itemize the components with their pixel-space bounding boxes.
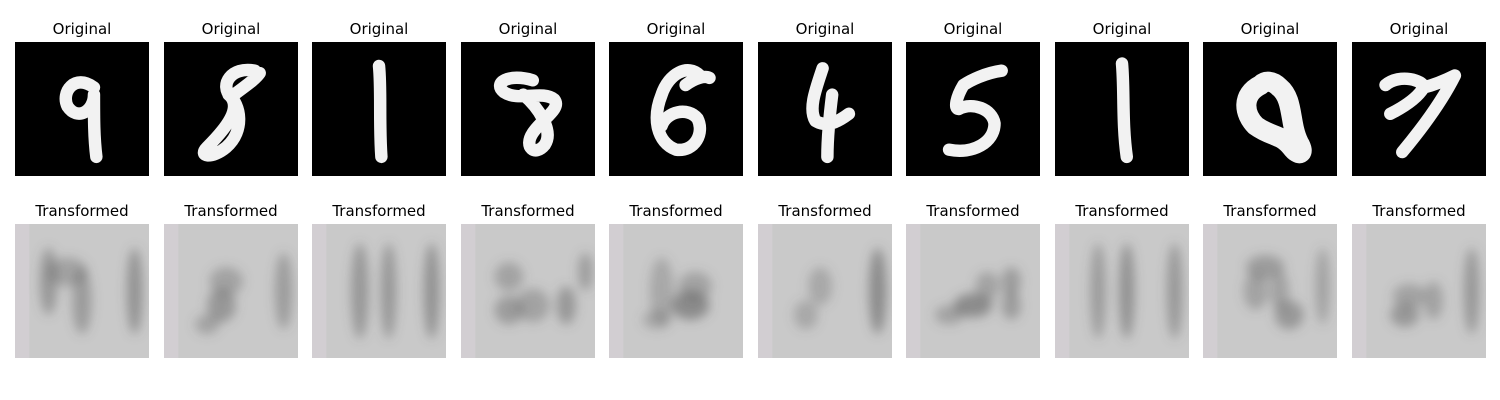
original-digit-image (312, 42, 446, 176)
transformed-title: Transformed (1372, 202, 1466, 220)
transformed-title: Transformed (926, 202, 1020, 220)
original-title: Original (646, 20, 706, 38)
original-digit-image (1352, 42, 1486, 176)
transformed-digit-image (906, 224, 1040, 358)
transformed-digit-image (1352, 224, 1486, 358)
original-title: Original (1092, 20, 1152, 38)
original-digit-image (1203, 42, 1337, 176)
original-title: Original (498, 20, 558, 38)
original-digit-image (906, 42, 1040, 176)
original-digit-image (609, 42, 743, 176)
original-title: Original (201, 20, 261, 38)
transformed-title: Transformed (778, 202, 872, 220)
original-title: Original (795, 20, 855, 38)
original-title: Original (1240, 20, 1300, 38)
original-title: Original (52, 20, 112, 38)
transformed-title: Transformed (332, 202, 426, 220)
transformed-title: Transformed (1223, 202, 1317, 220)
transformed-title: Transformed (184, 202, 278, 220)
transformed-title: Transformed (1075, 202, 1169, 220)
transformed-digit-image (461, 224, 595, 358)
transformed-digit-image (758, 224, 892, 358)
original-digit-image (758, 42, 892, 176)
transformed-digit-image (312, 224, 446, 358)
original-title: Original (943, 20, 1003, 38)
transformed-digit-image (1203, 224, 1337, 358)
transformed-digit-image (15, 224, 149, 358)
transformed-digit-image (609, 224, 743, 358)
transformed-title: Transformed (629, 202, 723, 220)
transformed-title: Transformed (481, 202, 575, 220)
transformed-title: Transformed (35, 202, 129, 220)
original-title: Original (1389, 20, 1449, 38)
original-title: Original (349, 20, 409, 38)
transformed-digit-image (1055, 224, 1189, 358)
original-digit-image (461, 42, 595, 176)
original-digit-image (164, 42, 298, 176)
transformed-digit-image (164, 224, 298, 358)
original-digit-image (1055, 42, 1189, 176)
original-digit-image (15, 42, 149, 176)
